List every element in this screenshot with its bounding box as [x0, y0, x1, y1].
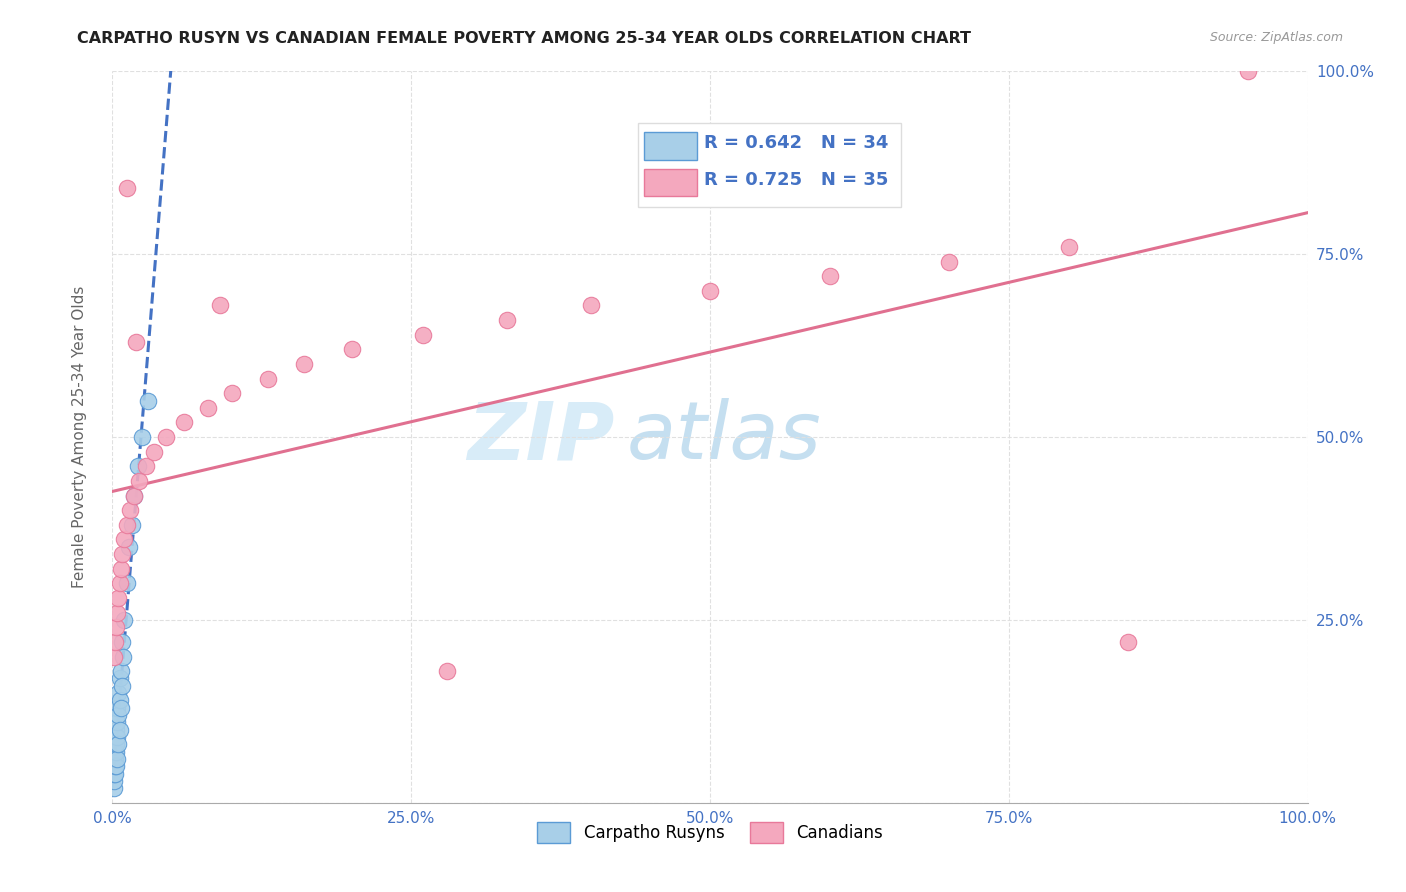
Point	[104, 635, 127, 649]
Point	[1118, 635, 1140, 649]
Point	[131, 430, 153, 444]
Text: Source: ZipAtlas.com: Source: ZipAtlas.com	[1209, 31, 1343, 45]
Point	[103, 649, 125, 664]
FancyBboxPatch shape	[644, 132, 697, 160]
Point	[579, 298, 602, 312]
Point	[121, 517, 143, 532]
Point	[110, 700, 132, 714]
Point	[173, 416, 195, 430]
Point	[127, 459, 149, 474]
Point	[108, 723, 131, 737]
Point	[105, 752, 128, 766]
Point	[104, 766, 127, 780]
Point	[122, 489, 145, 503]
Point	[105, 737, 128, 751]
Point	[938, 254, 960, 268]
Point	[105, 730, 128, 744]
Point	[699, 284, 721, 298]
Legend: Carpatho Rusyns, Canadians: Carpatho Rusyns, Canadians	[530, 815, 890, 849]
Point	[257, 371, 280, 385]
Point	[125, 334, 148, 349]
Point	[110, 562, 132, 576]
Point	[118, 540, 141, 554]
Point	[107, 686, 129, 700]
Point	[115, 576, 138, 591]
Text: atlas: atlas	[627, 398, 821, 476]
Point	[108, 672, 131, 686]
FancyBboxPatch shape	[644, 169, 697, 196]
Point	[104, 752, 127, 766]
Point	[209, 298, 232, 312]
Point	[122, 489, 145, 503]
Point	[103, 781, 125, 796]
Point	[496, 313, 519, 327]
Text: CARPATHO RUSYN VS CANADIAN FEMALE POVERTY AMONG 25-34 YEAR OLDS CORRELATION CHAR: CARPATHO RUSYN VS CANADIAN FEMALE POVERT…	[77, 31, 972, 46]
Point	[111, 547, 134, 561]
Point	[340, 343, 363, 357]
Point	[104, 745, 127, 759]
Point	[115, 181, 138, 195]
Point	[120, 503, 142, 517]
Point	[1237, 64, 1260, 78]
Point	[115, 517, 138, 532]
Point	[105, 620, 128, 634]
Point	[412, 327, 434, 342]
Point	[103, 766, 125, 780]
Point	[104, 759, 127, 773]
Point	[105, 723, 128, 737]
Point	[103, 773, 125, 788]
Text: ZIP: ZIP	[467, 398, 614, 476]
Point	[114, 613, 135, 627]
Point	[1057, 240, 1080, 254]
Point	[112, 649, 135, 664]
Text: R = 0.725   N = 35: R = 0.725 N = 35	[704, 170, 889, 188]
Point	[105, 759, 128, 773]
Point	[107, 737, 129, 751]
Point	[138, 393, 160, 408]
Point	[197, 401, 219, 415]
Point	[292, 357, 315, 371]
FancyBboxPatch shape	[638, 122, 901, 207]
Point	[221, 386, 243, 401]
Point	[105, 700, 128, 714]
Point	[143, 444, 166, 458]
Point	[114, 533, 135, 547]
Y-axis label: Female Poverty Among 25-34 Year Olds: Female Poverty Among 25-34 Year Olds	[73, 286, 87, 588]
Text: R = 0.642   N = 34: R = 0.642 N = 34	[704, 134, 889, 152]
Point	[105, 606, 128, 620]
Point	[155, 430, 177, 444]
Point	[107, 708, 129, 723]
Point	[107, 591, 129, 605]
Point	[108, 576, 131, 591]
Point	[110, 664, 132, 678]
Point	[436, 664, 458, 678]
Point	[111, 679, 134, 693]
Point	[105, 715, 128, 730]
Point	[105, 745, 128, 759]
Point	[111, 635, 134, 649]
Point	[818, 269, 841, 284]
Point	[128, 474, 150, 488]
Point	[135, 459, 157, 474]
Point	[108, 693, 131, 707]
